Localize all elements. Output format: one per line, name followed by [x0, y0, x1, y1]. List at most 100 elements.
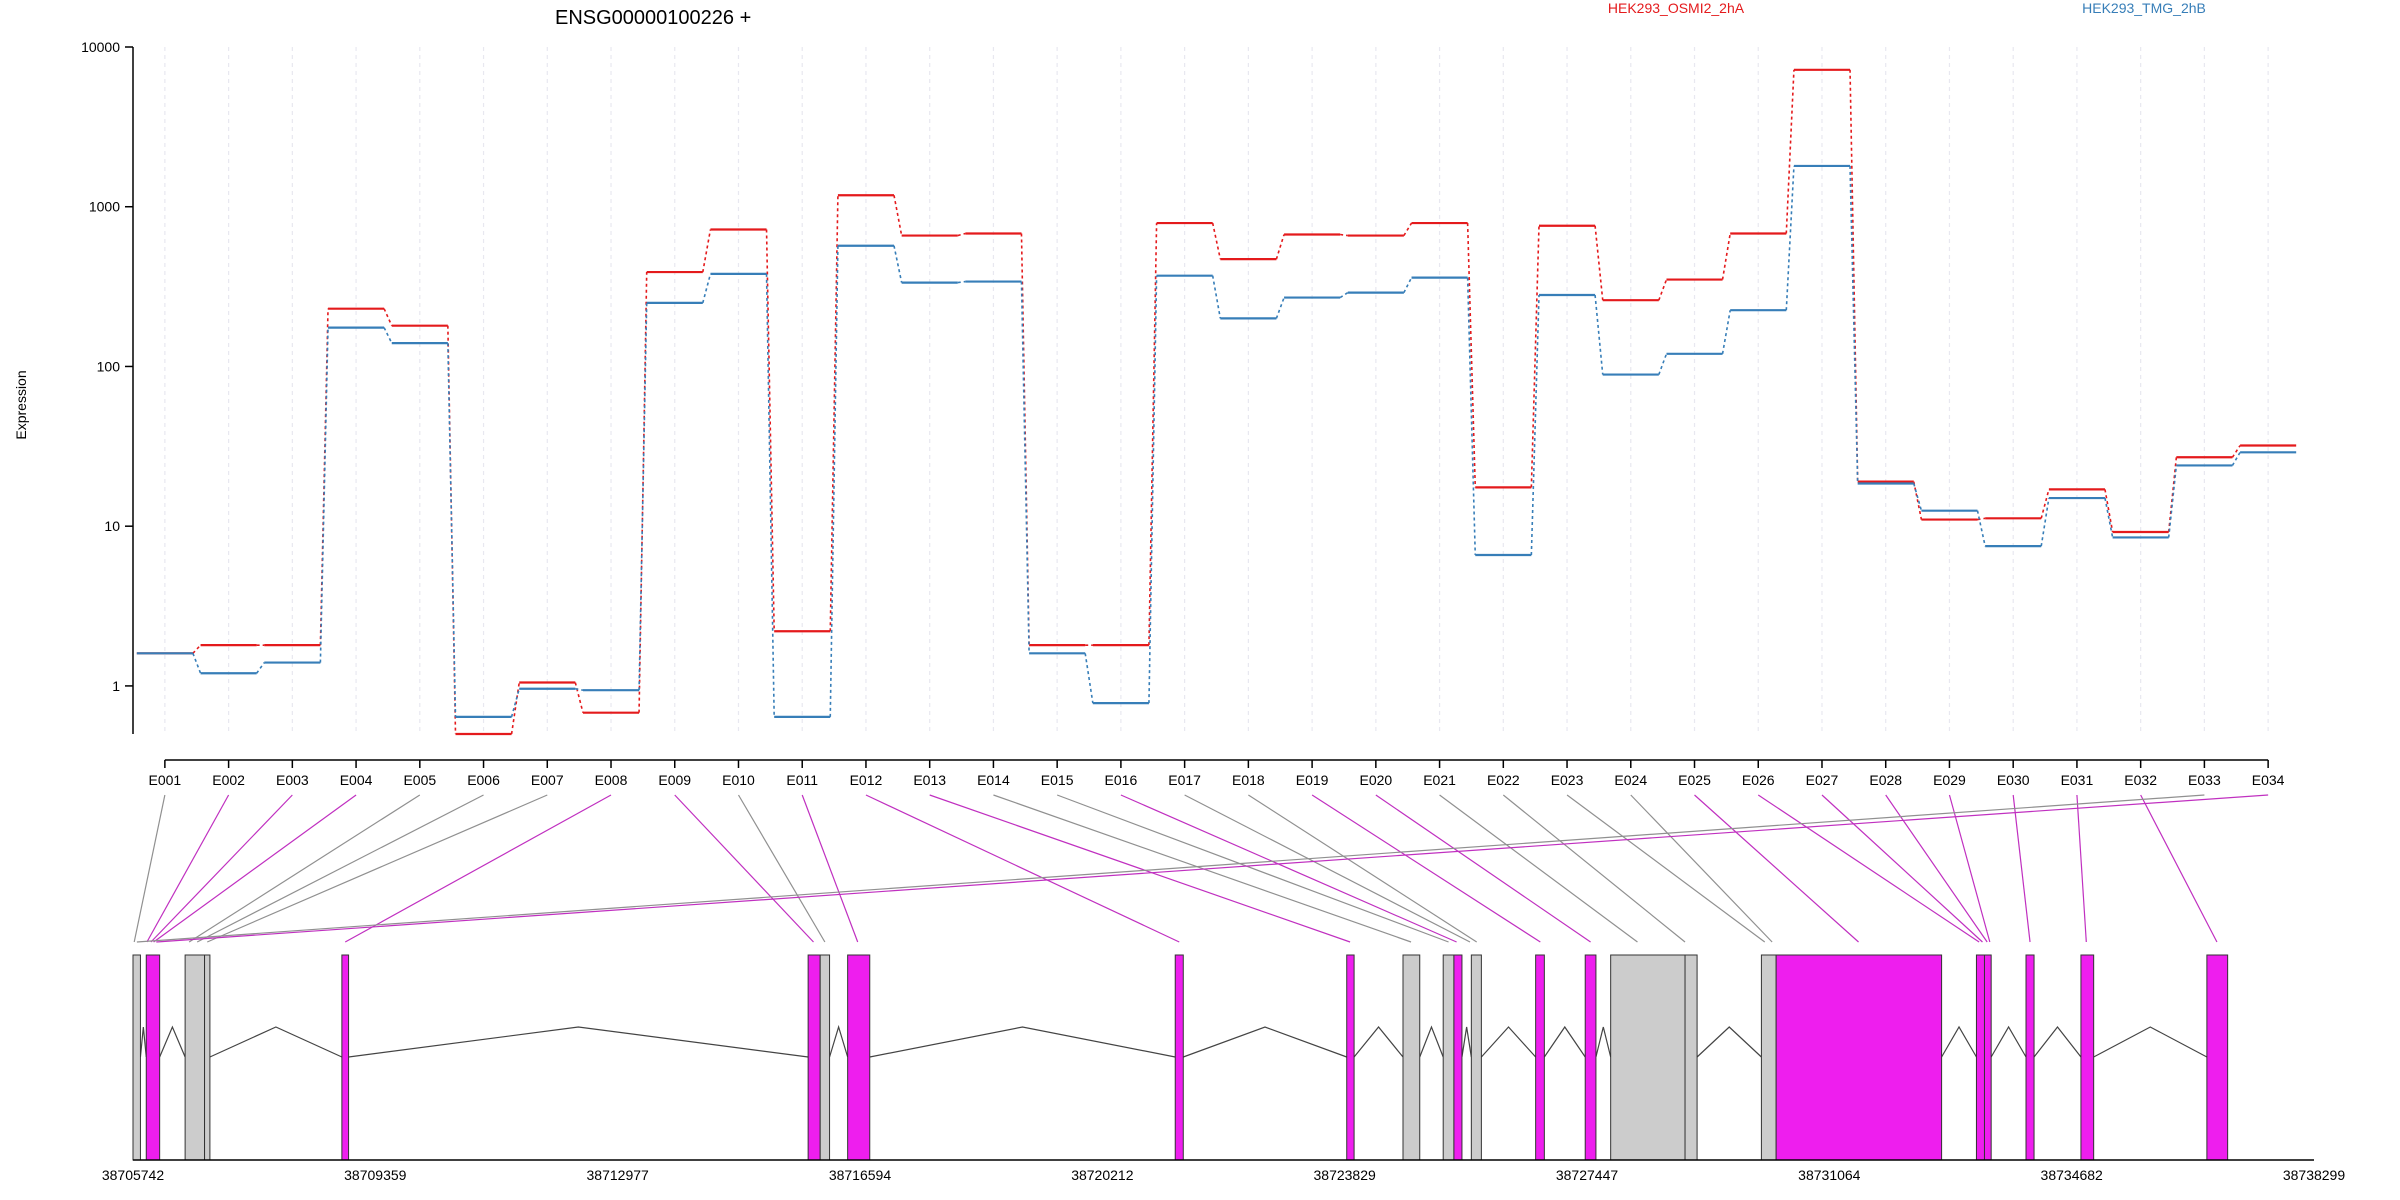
x-tick-label: E026 [1742, 772, 1775, 788]
x-tick-label: E020 [1359, 772, 1392, 788]
intron-line [1941, 1025, 1977, 1058]
genomic-tick-label: 38720212 [1071, 1167, 1134, 1183]
intron-line [1419, 1025, 1444, 1058]
untested-exon-block [132, 954, 141, 1161]
transition-link [1020, 281, 1030, 654]
exon-connector [188, 794, 421, 943]
exon-connector [1375, 794, 1591, 943]
tested-exon-block [807, 954, 821, 1161]
x-tick-label: E027 [1806, 772, 1839, 788]
tested-exon-block [341, 954, 350, 1161]
exon-connector [1948, 794, 1991, 943]
genomic-tick-label: 38709359 [344, 1167, 407, 1183]
exon-connector-lines [133, 794, 2269, 943]
x-tick-label: E016 [1105, 772, 1138, 788]
transition-link [638, 302, 648, 691]
transition-link [1721, 310, 1731, 354]
exon-connector [1120, 794, 1457, 943]
intron-line [139, 1026, 147, 1058]
transition-link [1721, 233, 1731, 280]
y-axis-label: Expression [13, 370, 29, 439]
x-tick-label: E030 [1997, 772, 2030, 788]
tested-exon-block [1983, 954, 1992, 1161]
exon-connector [1885, 794, 1988, 943]
x-tick-label: E023 [1551, 772, 1584, 788]
exon-connector [196, 794, 484, 943]
x-tick-label: E025 [1678, 772, 1711, 788]
genomic-tick-label: 38723829 [1314, 1167, 1377, 1183]
x-tick-label: E008 [595, 772, 628, 788]
exon-connector [344, 794, 612, 943]
transition-link [2231, 445, 2241, 458]
exon-connector [206, 794, 548, 943]
series-tmg [136, 164, 2297, 718]
intron-line [869, 1026, 1176, 1058]
transition-link [702, 229, 712, 273]
genomic-tick-label: 38712977 [587, 1167, 650, 1183]
exon-connector [929, 794, 1351, 943]
transition-link [829, 195, 839, 632]
transition-link [1594, 225, 1604, 301]
tested-exon-block [1584, 954, 1597, 1161]
intron-line [1696, 1026, 1762, 1058]
tested-exon-block [1975, 954, 1985, 1161]
intron-line [209, 1026, 343, 1058]
genomic-tick-label: 38705742 [102, 1167, 165, 1183]
transition-link [829, 245, 839, 717]
intron-line [1461, 1026, 1472, 1058]
intron-line [1595, 1026, 1612, 1058]
transition-link [383, 327, 393, 344]
untested-exon-block [1442, 954, 1455, 1161]
transition-link [2104, 497, 2114, 538]
legend-entry-tmg: HEK293_TMG_2hB [2082, 0, 2206, 16]
x-tick-label: E004 [340, 772, 373, 788]
y-tick-label: 100 [97, 358, 121, 374]
x-tick-label: E033 [2188, 772, 2221, 788]
exon-connector [156, 794, 2269, 943]
x-tick-label: E022 [1487, 772, 1520, 788]
exon-connector [737, 794, 826, 943]
y-axis: 1 10 100 1000 10000 [81, 39, 134, 734]
chart-title: ENSG00000100226 + [555, 7, 751, 29]
x-tick-label: E024 [1614, 772, 1647, 788]
genomic-tick-label: 38716594 [829, 1167, 892, 1183]
transition-link [1148, 275, 1158, 704]
transition-link [1275, 234, 1285, 260]
exon-connector [993, 794, 1412, 943]
x-tick-label: E029 [1933, 772, 1966, 788]
transition-link [1594, 294, 1604, 375]
transition-link [574, 682, 584, 713]
exon-connector [150, 794, 293, 943]
y-tick-label: 10000 [81, 39, 120, 55]
transition-link [1403, 277, 1413, 293]
transition-link [1211, 222, 1222, 260]
transition-link [319, 327, 329, 663]
intron-line [2093, 1026, 2208, 1058]
exon-connector [1184, 794, 1471, 943]
transition-link [893, 195, 903, 236]
transition-link [893, 245, 903, 283]
transition-link [510, 682, 521, 735]
exon-connector [1502, 794, 1686, 943]
tested-exon-block [1775, 954, 1943, 1161]
untested-exon-block [1760, 954, 1777, 1161]
transition-link [1658, 353, 1668, 375]
untested-exon-block [1470, 954, 1482, 1161]
transition-link [1530, 225, 1540, 488]
transition-link [765, 273, 775, 717]
x-tick-label: E017 [1168, 772, 1201, 788]
genomic-tick-label: 38727447 [1556, 1167, 1619, 1183]
x-tick-label: E009 [658, 772, 691, 788]
untested-exon-block [819, 954, 831, 1161]
exon-connector [1056, 794, 1449, 943]
transition-link [765, 229, 775, 632]
transition-link [1275, 297, 1285, 319]
transition-link [1976, 510, 1986, 547]
transition-link [575, 687, 584, 691]
genomic-tick-label: 38738299 [2283, 1167, 2346, 1183]
intron-line [2033, 1026, 2082, 1058]
x-tick-label: E003 [276, 772, 309, 788]
transition-link [510, 688, 521, 718]
x-tick-label: E001 [149, 772, 182, 788]
